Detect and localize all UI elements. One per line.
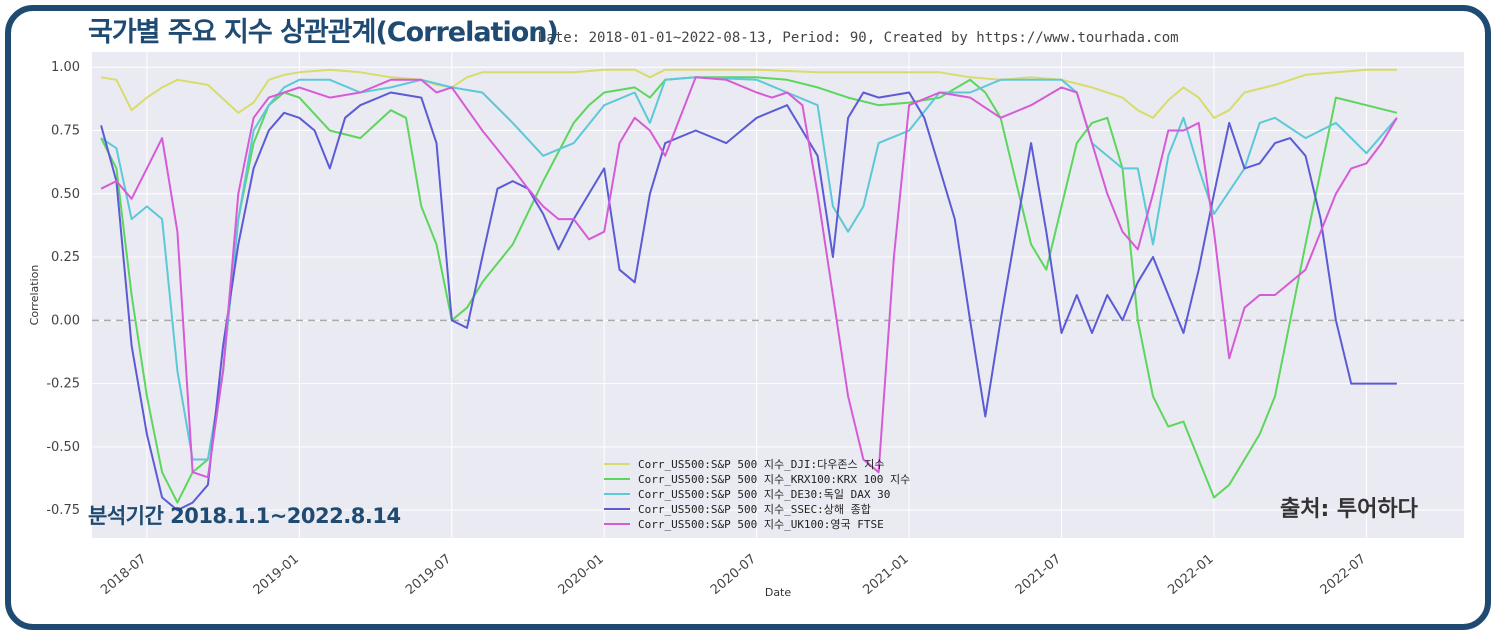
y-tick-label: 1.00 bbox=[51, 60, 80, 75]
y-tick-label: -0.50 bbox=[46, 440, 80, 455]
y-tick-label: 0.50 bbox=[51, 187, 80, 202]
series-lines bbox=[100, 68, 1398, 512]
page-title: 국가별 주요 지수 상관관계(Correlation) bbox=[88, 17, 559, 48]
series-line-3 bbox=[100, 91, 1397, 512]
x-tick-label: 2019-01 bbox=[251, 552, 302, 598]
x-axis-label: Date bbox=[765, 586, 792, 599]
plot-area bbox=[92, 52, 1464, 538]
analysis-period: 분석기간 2018.1.1~2022.8.14 bbox=[88, 504, 401, 528]
x-tick-label: 2020-01 bbox=[556, 552, 607, 598]
x-tick-label: 2021-01 bbox=[860, 552, 911, 598]
series-line-4 bbox=[100, 76, 1398, 479]
x-tick-label: 2018-07 bbox=[98, 552, 149, 598]
x-axis-ticks: 2018-07 2019-01 2019-07 2020-01 2020-07 2021-… bbox=[98, 552, 1369, 598]
series-line-1 bbox=[100, 76, 1398, 504]
legend: Corr_US500:S&P 500 지수_DJI:다우존스 지수 Corr_US… bbox=[604, 458, 910, 531]
series-line-2 bbox=[100, 76, 1398, 461]
legend-label: Corr_US500:S&P 500 지수_SSEC:상해 종합 bbox=[638, 502, 871, 516]
y-axis-label: Correlation bbox=[28, 265, 41, 326]
y-tick-label: 0.25 bbox=[51, 250, 80, 265]
legend-label: Corr_US500:S&P 500 지수_DJI:다우존스 지수 bbox=[638, 458, 885, 471]
legend-label: Corr_US500:S&P 500 지수_UK100:영국 FTSE bbox=[638, 518, 884, 531]
x-tick-label: 2019-07 bbox=[403, 552, 454, 598]
y-tick-label: -0.75 bbox=[46, 503, 80, 518]
y-axis-ticks: 1.00 0.75 0.50 0.25 0.00 -0.25 -0.50 -0.75 bbox=[46, 60, 80, 518]
chart-subtitle: Date: 2018-01-01~2022-08-13, Period: 90,… bbox=[538, 30, 1179, 46]
legend-label: Corr_US500:S&P 500 지수_DE30:독일 DAX 30 bbox=[638, 487, 890, 501]
series-line-0 bbox=[100, 68, 1397, 119]
x-tick-label: 2022-01 bbox=[1165, 552, 1216, 598]
y-tick-label: 0.75 bbox=[51, 123, 80, 138]
y-tick-label: 0.00 bbox=[51, 313, 80, 328]
x-tick-label: 2022-07 bbox=[1318, 552, 1369, 598]
y-gridlines bbox=[92, 66, 1464, 511]
legend-label: Corr_US500:S&P 500 지수_KRX100:KRX 100 지수 bbox=[638, 473, 910, 486]
x-tick-label: 2021-07 bbox=[1013, 552, 1064, 598]
source-credit: 출처: 투어하다 bbox=[1280, 497, 1418, 522]
y-tick-label: -0.25 bbox=[46, 377, 80, 392]
x-tick-label: 2020-07 bbox=[708, 552, 759, 598]
x-gridlines bbox=[146, 52, 1367, 538]
